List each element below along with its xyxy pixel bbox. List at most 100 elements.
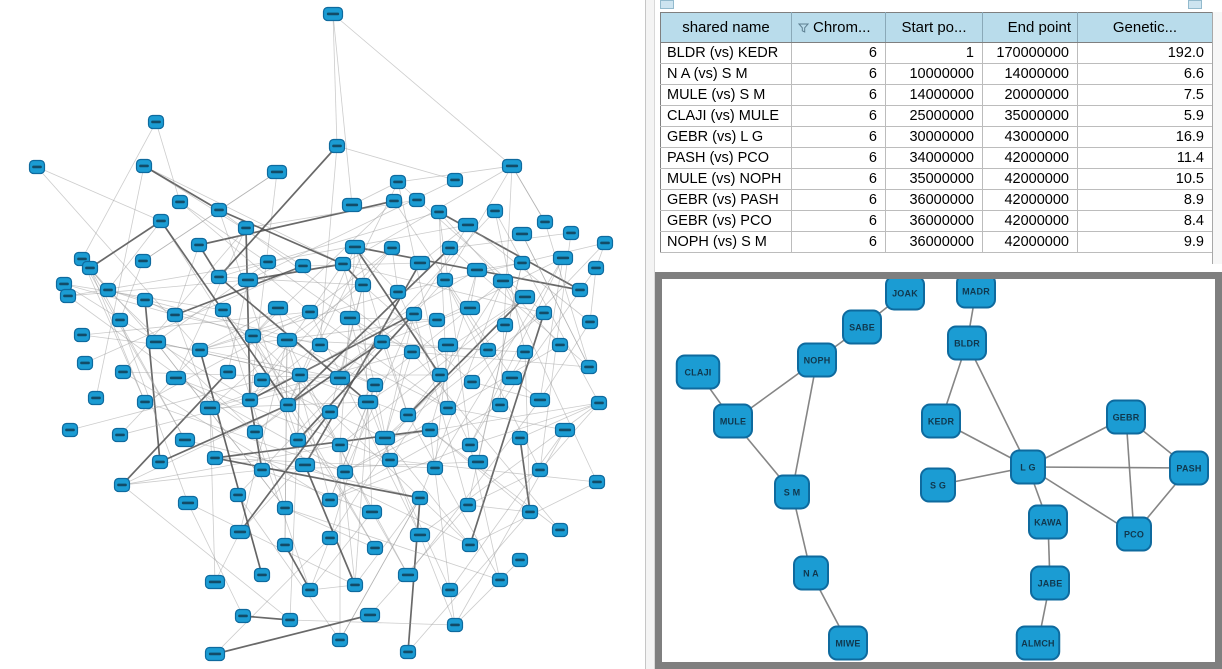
network-edge[interactable] — [122, 227, 247, 373]
column-header-end-point[interactable]: End point — [982, 12, 1078, 43]
network-node-mule[interactable] — [713, 403, 753, 439]
network-node-madr[interactable] — [956, 279, 996, 309]
network-edge[interactable] — [286, 339, 376, 386]
network-edge[interactable] — [284, 507, 376, 549]
network-edge[interactable] — [539, 257, 564, 401]
table-cell[interactable]: 170000000 — [982, 42, 1078, 64]
table-cell[interactable]: 42000000 — [982, 231, 1078, 253]
network-node-pco[interactable] — [1116, 516, 1152, 552]
network-edge[interactable] — [354, 246, 441, 376]
network-edge[interactable] — [384, 313, 415, 439]
network-edge[interactable] — [119, 319, 189, 504]
table-cell[interactable]: 11.4 — [1077, 147, 1213, 169]
network-edge[interactable] — [289, 619, 456, 626]
table-row[interactable]: CLAJI (vs) MULE 6 25000000 35000000 5.9 — [660, 105, 1213, 127]
network-edge[interactable] — [143, 165, 344, 265]
corner-tab[interactable] — [660, 0, 674, 9]
network-edge[interactable] — [319, 145, 338, 346]
network-edge[interactable] — [227, 279, 249, 373]
network-edge[interactable] — [524, 351, 531, 513]
network-edge[interactable] — [389, 459, 598, 483]
network-edge-lg-pash[interactable] — [1027, 466, 1190, 469]
network-edge[interactable] — [429, 429, 561, 531]
network-edge[interactable] — [252, 335, 376, 386]
table-cell[interactable]: 6 — [791, 42, 886, 64]
network-edge[interactable] — [384, 351, 413, 439]
network-node-pash[interactable] — [1169, 450, 1209, 486]
network-edge[interactable] — [339, 284, 364, 379]
network-edge[interactable] — [245, 227, 251, 401]
table-cell[interactable]: 6 — [791, 84, 886, 106]
network-edge[interactable] — [336, 145, 456, 181]
table-cell[interactable]: GEBR (vs) PCO — [660, 210, 792, 232]
table-cell[interactable]: 30000000 — [885, 126, 983, 148]
table-cell[interactable]: 9.9 — [1077, 231, 1213, 253]
network-edge[interactable] — [175, 227, 247, 379]
network-edge[interactable] — [95, 165, 145, 399]
network-edge[interactable] — [429, 429, 451, 591]
table-cell[interactable]: BLDR (vs) KEDR — [660, 42, 792, 64]
network-node-sg[interactable] — [920, 467, 956, 503]
table-cell[interactable]: PASH (vs) PCO — [660, 147, 792, 169]
network-edge[interactable] — [144, 311, 311, 403]
network-edge[interactable] — [339, 246, 356, 446]
column-header-genetic[interactable]: Genetic... — [1077, 12, 1213, 43]
table-cell[interactable]: NOPH (vs) S M — [660, 231, 792, 253]
network-node-gebr[interactable] — [1106, 399, 1146, 435]
network-edge[interactable] — [174, 314, 211, 409]
network-edge[interactable] — [89, 220, 162, 269]
table-cell[interactable]: 6 — [791, 189, 886, 211]
table-cell[interactable]: 8.9 — [1077, 189, 1213, 211]
table-cell[interactable]: 6.6 — [1077, 63, 1213, 85]
table-cell[interactable]: GEBR (vs) L G — [660, 126, 792, 148]
network-edge[interactable] — [454, 429, 566, 626]
table-cell[interactable]: 6 — [791, 168, 886, 190]
network-edge[interactable] — [284, 507, 501, 581]
network-edge[interactable] — [84, 265, 304, 364]
network-edge[interactable] — [407, 511, 531, 653]
table-cell[interactable]: 10.5 — [1077, 168, 1213, 190]
network-edge[interactable] — [252, 335, 331, 413]
table-row[interactable]: GEBR (vs) L G 6 30000000 43000000 16.9 — [660, 126, 1213, 148]
network-node-jabe[interactable] — [1030, 565, 1070, 601]
table-cell[interactable]: MULE (vs) NOPH — [660, 168, 792, 190]
network-edge[interactable] — [299, 374, 409, 576]
network-node-sm[interactable] — [774, 474, 810, 510]
network-node-sabe[interactable] — [842, 309, 882, 345]
network-edge[interactable] — [159, 404, 289, 463]
network-edge[interactable] — [287, 181, 399, 406]
network-edge[interactable] — [502, 280, 598, 483]
network-edge[interactable] — [249, 313, 415, 401]
network-edge[interactable] — [309, 311, 449, 409]
network-node-noph[interactable] — [797, 342, 837, 378]
network-edge[interactable] — [218, 145, 338, 278]
table-cell[interactable]: 6 — [791, 147, 886, 169]
network-edge[interactable] — [544, 221, 590, 368]
network-edge[interactable] — [36, 166, 162, 222]
network-edge[interactable] — [175, 377, 346, 473]
network-edge[interactable] — [344, 313, 415, 473]
network-edge[interactable] — [407, 414, 501, 581]
network-edge[interactable] — [384, 437, 471, 546]
network-edge[interactable] — [342, 263, 376, 386]
table-row[interactable]: N A (vs) S M 6 10000000 14000000 6.6 — [660, 63, 1213, 85]
table-cell[interactable]: 8.4 — [1077, 210, 1213, 232]
network-node-lg[interactable] — [1010, 449, 1046, 485]
network-edge[interactable] — [239, 339, 288, 533]
table-cell[interactable]: 192.0 — [1077, 42, 1213, 64]
network-edge[interactable] — [369, 504, 469, 616]
network-node-kedr[interactable] — [921, 403, 961, 439]
network-edge[interactable] — [407, 296, 526, 416]
network-edge[interactable] — [81, 121, 157, 260]
network-edge[interactable] — [589, 267, 597, 323]
network-edge[interactable] — [107, 220, 162, 291]
table-cell[interactable]: 42000000 — [982, 189, 1078, 211]
table-cell[interactable]: 36000000 — [885, 231, 983, 253]
network-edge[interactable] — [467, 504, 531, 513]
network-edge[interactable] — [354, 246, 409, 416]
network-edge[interactable] — [329, 444, 471, 501]
network-edge[interactable] — [214, 537, 331, 655]
filter-funnel-icon[interactable] — [797, 20, 810, 37]
network-edge[interactable] — [299, 269, 478, 376]
network-edge[interactable] — [199, 319, 438, 351]
